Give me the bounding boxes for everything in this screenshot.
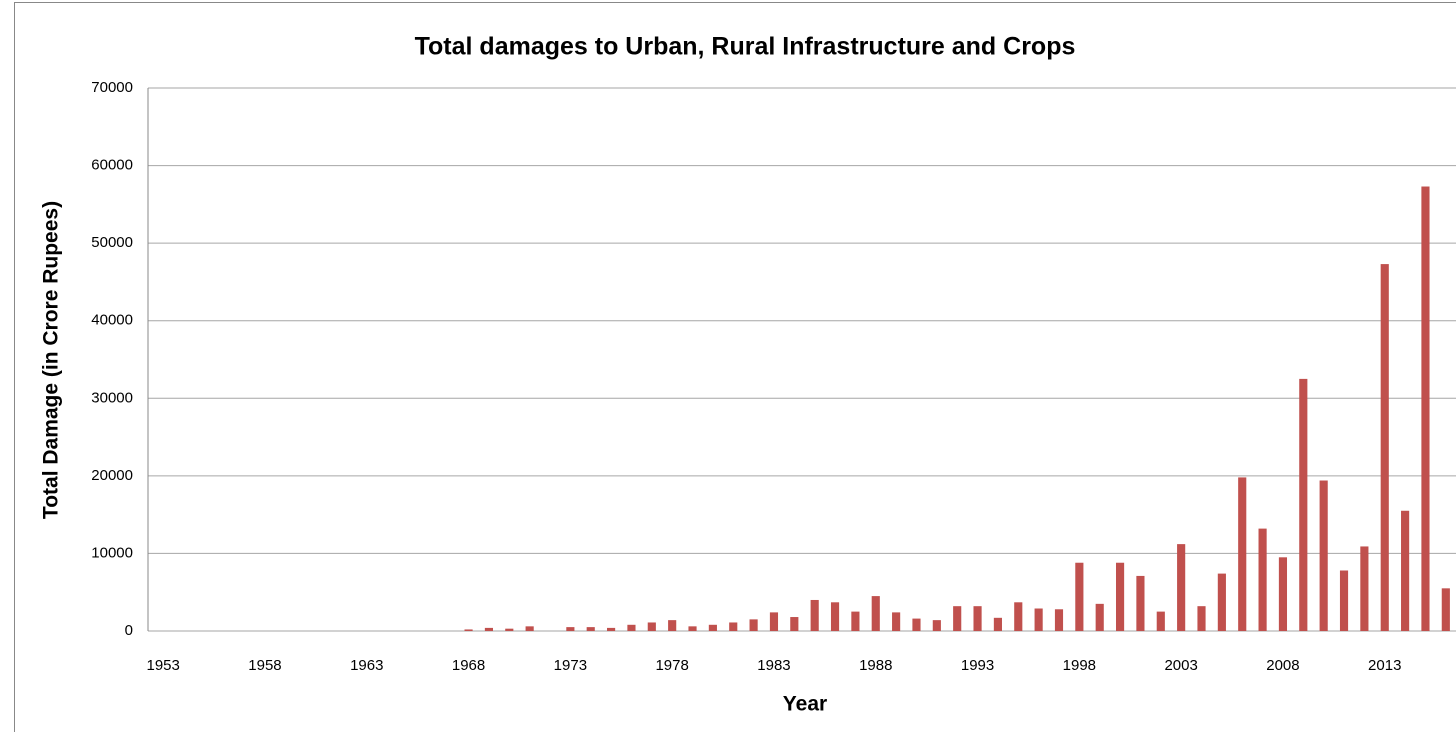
bar [1095, 603, 1104, 631]
bar [1258, 528, 1267, 631]
x-tick-label: 1953 [146, 657, 179, 674]
bar [668, 620, 677, 631]
y-axis-label: Total Damage (in Crore Rupees) [40, 201, 63, 519]
bar [1278, 557, 1288, 631]
x-tick-label: 1993 [961, 657, 994, 674]
bar [505, 628, 514, 631]
bar [973, 606, 982, 631]
x-tick-label: 2003 [1164, 657, 1197, 674]
bar [1014, 602, 1023, 631]
bar [1360, 546, 1369, 631]
bar [1217, 573, 1226, 631]
bar [647, 622, 656, 631]
bar [1156, 611, 1165, 631]
x-tick-label: 1963 [350, 657, 383, 674]
bar [871, 596, 880, 631]
bar [586, 627, 595, 631]
bar [892, 612, 901, 631]
bar [1421, 186, 1430, 631]
x-tick-label: 2013 [1368, 657, 1401, 674]
x-tick-label: 1983 [757, 657, 790, 674]
x-tick-label: 1973 [554, 657, 587, 674]
bar [1339, 570, 1349, 631]
x-tick-label: 1958 [248, 657, 281, 674]
bar [1115, 562, 1125, 631]
bar [729, 622, 738, 631]
bar [790, 617, 799, 631]
bar [1238, 477, 1247, 631]
bar [1319, 480, 1328, 631]
y-tick-label: 40000 [91, 312, 133, 329]
bar [688, 626, 697, 631]
y-tick-label: 50000 [91, 234, 133, 251]
bar [769, 612, 779, 631]
bar [1075, 562, 1084, 631]
chart-frame [14, 2, 1456, 732]
bar [1136, 575, 1145, 631]
bar [953, 606, 962, 631]
x-tick-label: 1968 [452, 657, 485, 674]
bar [607, 627, 616, 631]
bar [1197, 606, 1206, 631]
bar [627, 624, 636, 631]
bar [993, 617, 1002, 631]
y-tick-label: 20000 [91, 467, 133, 484]
x-tick-label: 1988 [859, 657, 892, 674]
bar [566, 627, 575, 631]
bar [749, 619, 758, 631]
bar [830, 602, 840, 631]
bar [1177, 544, 1186, 631]
y-tick-label: 10000 [91, 544, 133, 561]
bar [912, 618, 921, 631]
y-tick-label: 70000 [91, 79, 133, 96]
bar [1299, 378, 1308, 631]
bar [1054, 609, 1064, 631]
bar [1034, 608, 1043, 631]
bar [525, 626, 534, 631]
chart-title: Total damages to Urban, Rural Infrastruc… [415, 33, 1076, 61]
bar [708, 624, 717, 631]
bar [1401, 510, 1410, 631]
bar [851, 611, 860, 631]
x-tick-label: 1998 [1063, 657, 1096, 674]
bar [932, 620, 941, 631]
y-tick-label: 30000 [91, 389, 133, 406]
x-axis-label: Year [783, 693, 827, 716]
y-tick-label: 0 [125, 622, 133, 639]
bar [464, 629, 473, 631]
bar [1441, 588, 1450, 631]
x-tick-label: 1978 [655, 657, 688, 674]
bar [1380, 264, 1389, 631]
y-tick-label: 60000 [91, 157, 133, 174]
x-tick-label: 2008 [1266, 657, 1299, 674]
bar [810, 599, 819, 631]
bar [484, 627, 494, 631]
